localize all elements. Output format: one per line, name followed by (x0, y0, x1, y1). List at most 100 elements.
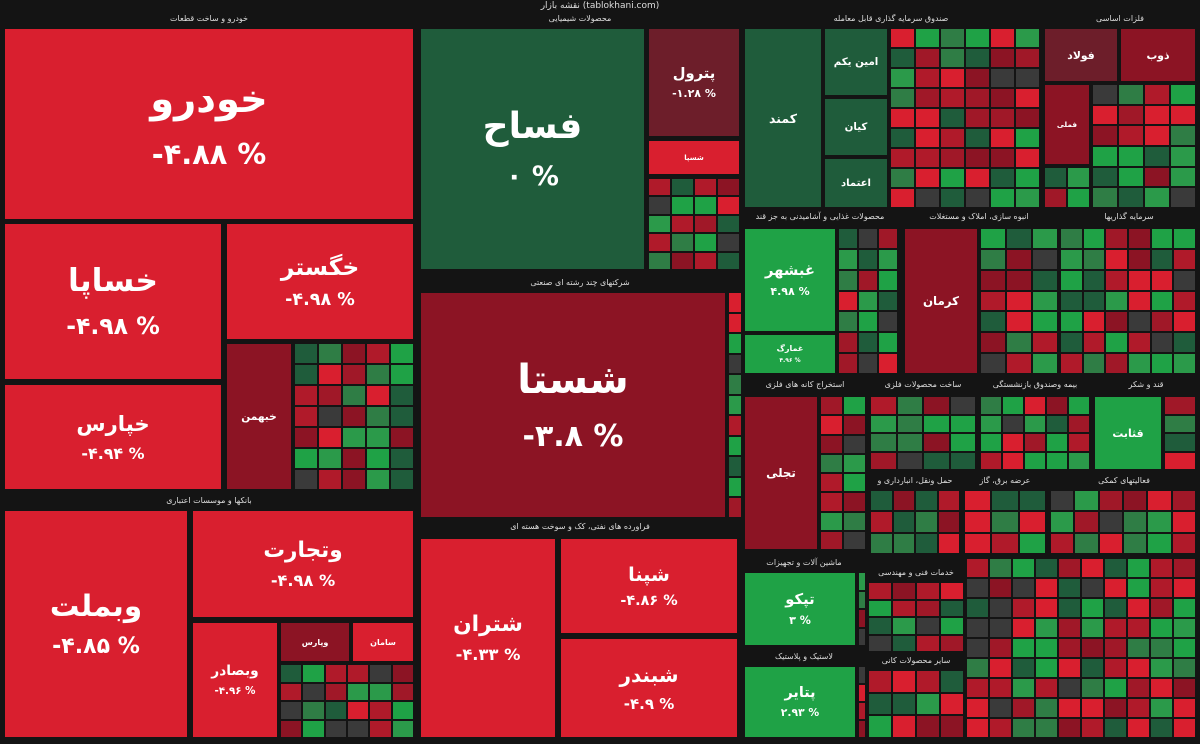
small-tile (1173, 678, 1196, 698)
small-tile (1127, 558, 1150, 578)
small-tile (843, 473, 866, 493)
small-tile (940, 88, 965, 108)
stock-change: -۴.۹۸ % (270, 571, 336, 591)
stock-change: -۴.۸۶ % (620, 593, 678, 610)
small-tile (1150, 698, 1173, 718)
small-tile (915, 128, 940, 148)
stock-tile: پتایر ۲.۹۳ % (744, 666, 856, 738)
small-tile (1032, 228, 1058, 249)
small-tile (1150, 353, 1174, 374)
small-tile (1082, 290, 1106, 312)
small-tile (1044, 187, 1067, 208)
small-tile (1082, 353, 1106, 374)
small-tile (1082, 332, 1106, 354)
small-tile (989, 578, 1012, 598)
small-tile (896, 396, 923, 415)
small-tile (966, 638, 989, 658)
small-tile (1032, 311, 1058, 333)
small-tile (1150, 618, 1173, 638)
small-tile (940, 188, 965, 208)
small-tile (391, 682, 414, 701)
small-tile (1068, 451, 1090, 470)
small-tile (838, 228, 858, 249)
small-tile (1058, 578, 1081, 598)
small-tile (820, 511, 843, 531)
small-tile (892, 532, 915, 554)
small-tile (1150, 658, 1173, 678)
small-tile (870, 511, 893, 533)
small-tile (1012, 718, 1035, 738)
stock-tile: تجلی (744, 396, 818, 550)
small-tile (868, 715, 892, 738)
stock-change: -۳.۸ % (522, 418, 624, 454)
small-tile (318, 343, 342, 364)
small-tile (1164, 451, 1196, 470)
small-tile (717, 214, 740, 234)
stock-name: فساح (482, 105, 583, 147)
small-tile (949, 396, 976, 415)
small-tile (923, 396, 950, 415)
small-tile (940, 168, 965, 188)
small-tile (820, 453, 843, 473)
small-tile (890, 128, 915, 148)
small-tile (1035, 638, 1058, 658)
small-tile (838, 353, 858, 374)
small-tile (1127, 638, 1150, 658)
small-tile (369, 664, 392, 683)
stock-change: -۴.۹۶ % (214, 684, 256, 697)
sector-title: فلزات اساسی (1096, 14, 1144, 23)
stock-name: خگستر (280, 252, 360, 281)
small-tile (280, 682, 303, 701)
small-tile (966, 558, 989, 578)
small-tile (1170, 125, 1196, 146)
small-tile (1024, 414, 1046, 433)
sector-title: بانکها و موسسات اعتباری (166, 496, 252, 505)
stock-tile: ذوب (1120, 28, 1196, 82)
stock-change: ۰ % (506, 161, 559, 193)
sector-title: حمل ونقل، انبارداری و (877, 476, 953, 485)
small-tile (916, 634, 940, 652)
small-tile (318, 364, 342, 385)
small-tile (1127, 658, 1150, 678)
small-tile (1127, 618, 1150, 638)
small-tile (390, 406, 414, 427)
stock-name: پتایر (784, 684, 816, 701)
small-tile (820, 415, 843, 435)
small-tile (878, 248, 898, 270)
small-tile (728, 435, 742, 457)
small-tile (990, 168, 1015, 188)
small-tile (1118, 187, 1144, 208)
small-tile (1081, 638, 1104, 658)
small-tile (1058, 678, 1081, 698)
small-tile (342, 364, 366, 385)
small-tile (940, 108, 965, 128)
small-tile (1098, 490, 1123, 512)
small-tile (858, 269, 878, 291)
small-tile (1018, 532, 1046, 554)
small-tile (915, 68, 940, 88)
small-tile (1002, 414, 1024, 433)
small-tile (1150, 678, 1173, 698)
stock-change: ۳ % (789, 613, 811, 627)
small-tile (1164, 433, 1196, 452)
small-tile (1173, 658, 1196, 678)
small-tile (940, 617, 964, 635)
small-tile (858, 627, 866, 646)
small-tile (1068, 396, 1090, 415)
small-tile (1035, 598, 1058, 618)
small-tile (820, 492, 843, 512)
small-tile (1144, 104, 1170, 126)
small-tile (1173, 638, 1196, 658)
small-tile (1171, 511, 1196, 533)
small-tile (1144, 166, 1170, 188)
small-tile (843, 396, 866, 416)
small-tile (858, 311, 878, 333)
small-tile (980, 269, 1006, 291)
stock-name: خساپا (68, 263, 158, 300)
small-tile (1018, 490, 1046, 512)
small-tile (1104, 638, 1127, 658)
small-tile (915, 511, 938, 533)
small-tile (940, 692, 964, 716)
small-tile (890, 68, 915, 88)
small-tile (391, 664, 414, 683)
